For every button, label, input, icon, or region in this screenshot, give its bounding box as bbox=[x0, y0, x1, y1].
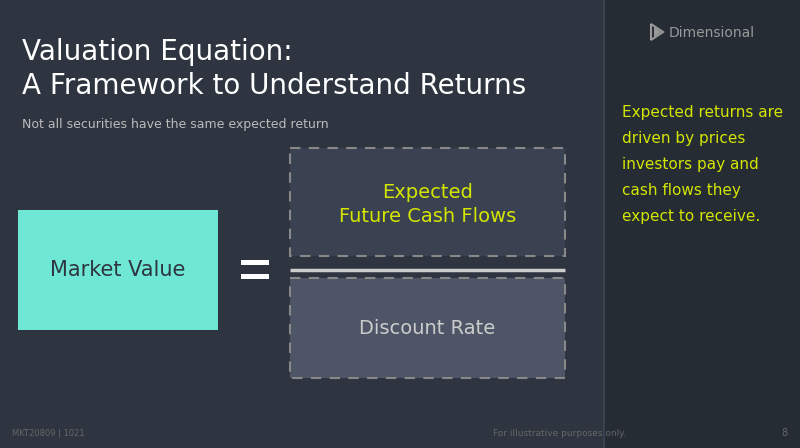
Text: MKT20809 | 1021: MKT20809 | 1021 bbox=[12, 429, 85, 438]
Bar bbox=[241, 274, 269, 279]
Text: Valuation Equation:: Valuation Equation: bbox=[22, 38, 293, 66]
Text: cash flows they: cash flows they bbox=[622, 183, 741, 198]
Polygon shape bbox=[654, 27, 661, 37]
Text: Future Cash Flows: Future Cash Flows bbox=[339, 207, 516, 225]
Bar bbox=[604, 0, 800, 448]
Text: Expected: Expected bbox=[382, 182, 473, 202]
Text: Discount Rate: Discount Rate bbox=[359, 319, 496, 337]
FancyBboxPatch shape bbox=[290, 148, 565, 256]
Text: A Framework to Understand Returns: A Framework to Understand Returns bbox=[22, 72, 526, 100]
Text: Dimensional: Dimensional bbox=[669, 26, 755, 40]
Bar bbox=[241, 260, 269, 265]
Text: 8: 8 bbox=[782, 428, 788, 438]
Text: Not all securities have the same expected return: Not all securities have the same expecte… bbox=[22, 118, 329, 131]
FancyBboxPatch shape bbox=[18, 210, 218, 330]
Text: Market Value: Market Value bbox=[50, 260, 186, 280]
FancyBboxPatch shape bbox=[290, 278, 565, 378]
Text: investors pay and: investors pay and bbox=[622, 157, 758, 172]
Text: For illustrative purposes only.: For illustrative purposes only. bbox=[494, 429, 626, 438]
Text: expect to receive.: expect to receive. bbox=[622, 209, 760, 224]
Text: Expected returns are: Expected returns are bbox=[622, 105, 783, 120]
Text: driven by prices: driven by prices bbox=[622, 131, 746, 146]
